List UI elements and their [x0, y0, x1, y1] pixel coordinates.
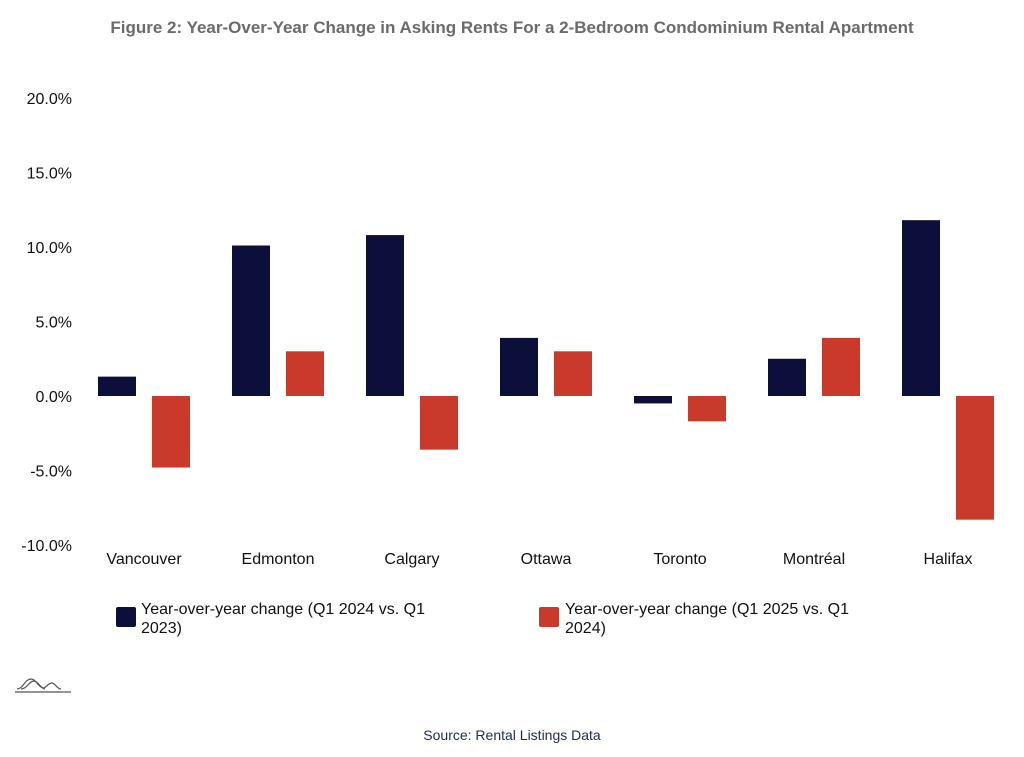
x-tick-label: Halifax: [924, 551, 973, 568]
x-axis: Vancouver Edmonton Calgary Ottawa Toronto Mon…: [106, 551, 972, 568]
bar-calgary-series-1: [366, 235, 404, 396]
bar-vancouver-series-2: [152, 396, 190, 468]
bar-edmonton-series-2: [286, 351, 324, 396]
y-tick-label: 10.0%: [27, 240, 72, 257]
bar-calgary-series-2: [420, 396, 458, 450]
bar-edmonton-series-1: [232, 245, 270, 396]
x-tick-label: Ottawa: [521, 551, 572, 568]
chart-title: Figure 2: Year-Over-Year Change in Askin…: [110, 18, 914, 37]
bar-ottawa-series-2: [554, 351, 592, 396]
x-tick-label: Montréal: [783, 551, 845, 568]
mountain-logo-icon: [15, 678, 71, 693]
bar-halifax-series-2: [956, 396, 994, 520]
bar-vancouver-series-1: [98, 376, 136, 396]
y-tick-label: 0.0%: [36, 389, 72, 406]
bars: [98, 220, 994, 520]
legend-swatch: [116, 607, 136, 627]
bar-ottawa-series-1: [500, 337, 538, 396]
y-tick-label: 20.0%: [27, 91, 72, 108]
legend-label: 2024): [565, 620, 606, 637]
legend-label: 2023): [141, 620, 182, 637]
bar-toronto-series-2: [688, 396, 726, 422]
x-tick-label: Vancouver: [106, 551, 182, 568]
y-tick-label: -10.0%: [21, 538, 72, 555]
y-tick-label: 5.0%: [36, 315, 72, 332]
bar-halifax-series-1: [902, 220, 940, 396]
x-tick-label: Toronto: [653, 551, 706, 568]
x-tick-label: Edmonton: [242, 551, 315, 568]
bar-toronto-series-1: [634, 396, 672, 404]
x-tick-label: Calgary: [384, 551, 439, 568]
legend-label: Year-over-year change (Q1 2025 vs. Q1: [565, 601, 849, 618]
y-tick-label: -5.0%: [30, 464, 72, 481]
bar-montral-series-2: [822, 337, 860, 396]
y-axis: 20.0% 15.0% 10.0% 5.0% 0.0% -5.0% -10.0%: [21, 91, 72, 555]
source-note: Source: Rental Listings Data: [423, 727, 601, 743]
legend: Year-over-year change (Q1 2024 vs. Q1 202…: [116, 601, 849, 637]
bar-montral-series-1: [768, 358, 806, 396]
legend-label: Year-over-year change (Q1 2024 vs. Q1: [141, 601, 425, 618]
y-tick-label: 15.0%: [27, 166, 72, 183]
legend-swatch: [539, 607, 559, 627]
